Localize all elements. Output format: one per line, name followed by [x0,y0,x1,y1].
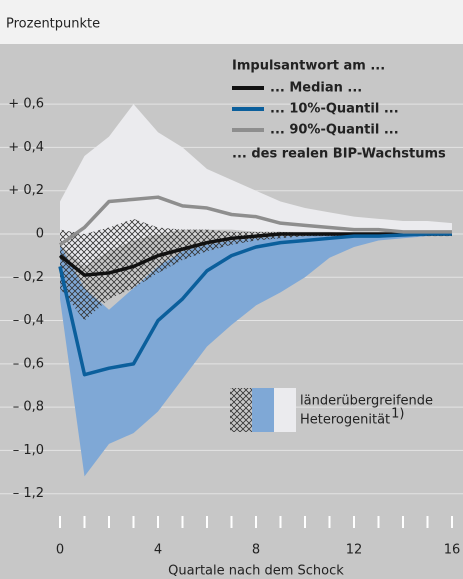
y-unit-label: Prozentpunkte [6,17,100,32]
heterogeneity-band [60,218,452,321]
y-tick-label: – 1,2 [13,486,44,501]
series-line [58,195,452,247]
band-label: länderübergreifende [300,394,433,409]
x-tick-label: 16 [444,543,461,558]
y-tick-label: – 0,6 [13,356,44,371]
y-tick-label: 0 [36,226,44,241]
band-note: 1) [391,407,404,422]
y-tick-label: + 0,6 [8,97,44,112]
y-tick-label: – 0,4 [13,313,44,328]
x-tick-label: 12 [346,543,363,558]
series-line [58,232,452,277]
heterogeneity-band [60,104,452,267]
legend-label: ... Median ... [270,81,362,96]
y-tick-label: + 0,2 [8,183,44,198]
heterogeneity-band [60,233,452,477]
x-tick-label: 0 [56,543,64,558]
band-label: Heterogenität [300,413,390,428]
y-tick-label: + 0,4 [8,140,44,155]
legend-footer: ... des realen BIP-Wachstums [232,147,446,162]
x-tick-label: 8 [252,543,260,558]
legend-title: Impulsantwort am ... [232,59,385,74]
x-tick-label: 4 [154,543,162,558]
band-legend-swatch [274,388,296,432]
legend-label: ... 10%-Quantil ... [270,102,399,117]
legend-label: ... 90%-Quantil ... [270,123,399,138]
series-line [58,232,452,377]
band-legend-swatch [230,388,252,432]
band-legend-swatch [252,388,274,432]
y-tick-label: – 0,2 [13,270,44,285]
header-strip [0,0,463,44]
y-tick-label: – 0,8 [13,400,44,415]
x-axis-label: Quartale nach dem Schock [168,564,344,579]
y-tick-label: – 1,0 [13,443,44,458]
